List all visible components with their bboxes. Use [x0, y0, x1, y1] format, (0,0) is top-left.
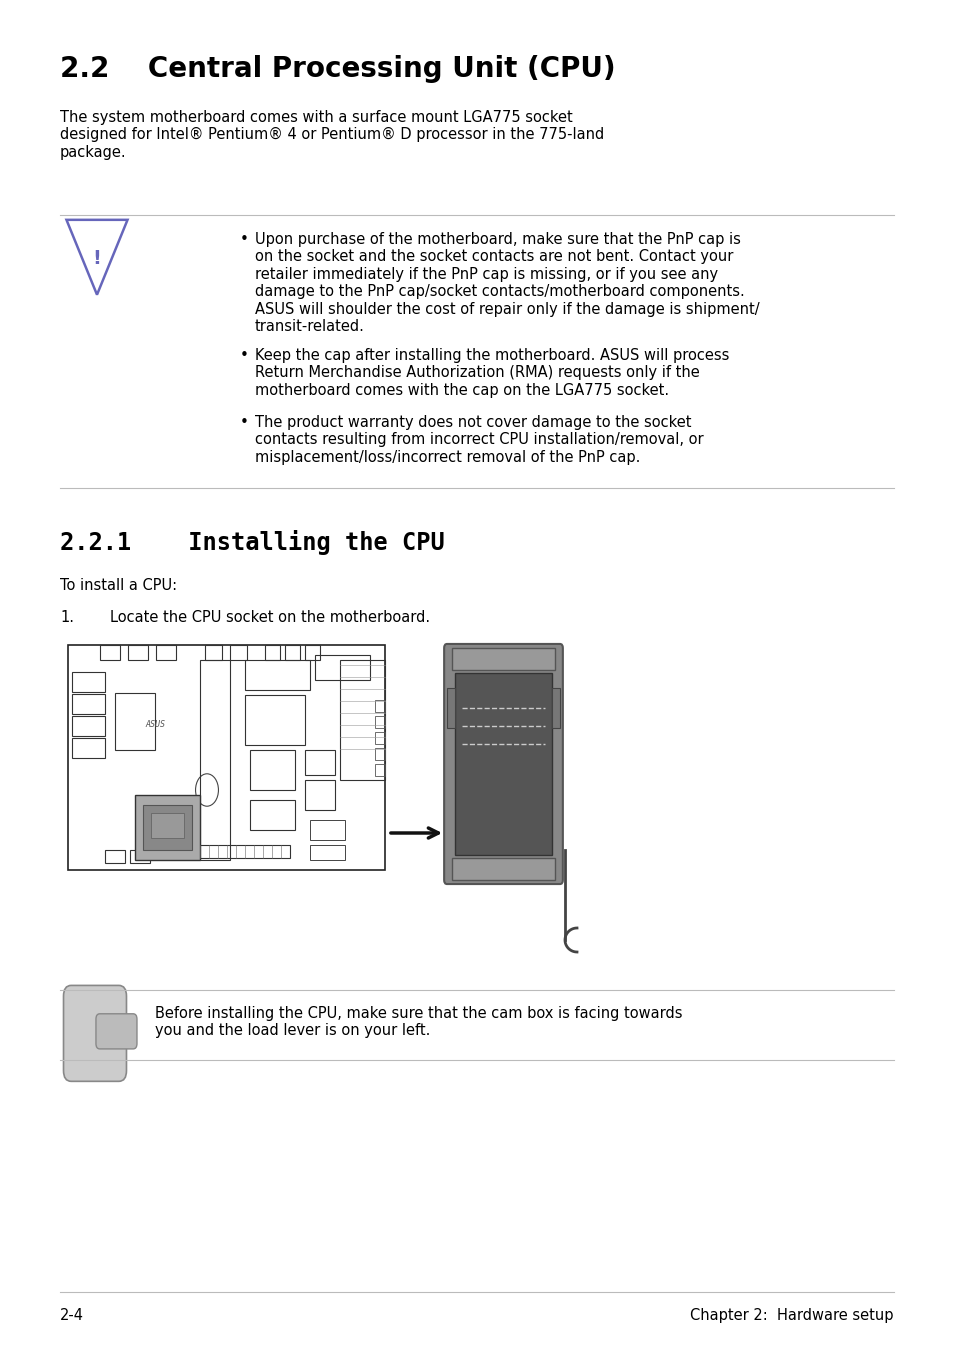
Text: 2-4: 2-4: [60, 1308, 84, 1323]
Bar: [305, 780, 335, 811]
Bar: [135, 794, 200, 861]
Text: •: •: [240, 349, 249, 363]
Text: 2.2.1    Installing the CPU: 2.2.1 Installing the CPU: [60, 530, 444, 555]
Bar: [230, 644, 247, 661]
Bar: [375, 765, 385, 775]
FancyBboxPatch shape: [96, 1013, 137, 1048]
Bar: [305, 644, 319, 661]
Text: The system motherboard comes with a surface mount LGA775 socket
designed for Int: The system motherboard comes with a surf…: [60, 109, 603, 159]
Bar: [375, 716, 385, 728]
Bar: [130, 850, 150, 863]
Bar: [156, 644, 175, 661]
FancyBboxPatch shape: [444, 644, 562, 884]
Bar: [375, 700, 385, 712]
FancyBboxPatch shape: [64, 985, 127, 1081]
Text: 2.2    Central Processing Unit (CPU): 2.2 Central Processing Unit (CPU): [60, 55, 615, 82]
Bar: [71, 671, 105, 692]
Bar: [452, 648, 555, 670]
Bar: [200, 661, 230, 861]
Bar: [105, 850, 125, 863]
Bar: [375, 748, 385, 761]
Bar: [71, 738, 105, 758]
Text: Upon purchase of the motherboard, make sure that the PnP cap is
on the socket an: Upon purchase of the motherboard, make s…: [254, 232, 759, 334]
Text: Chapter 2:  Hardware setup: Chapter 2: Hardware setup: [690, 1308, 893, 1323]
Bar: [205, 644, 222, 661]
Bar: [314, 655, 370, 680]
Text: Keep the cap after installing the motherboard. ASUS will process
Return Merchand: Keep the cap after installing the mother…: [254, 349, 729, 397]
Bar: [339, 661, 385, 780]
Bar: [71, 694, 105, 713]
Bar: [68, 644, 385, 870]
Bar: [115, 693, 154, 750]
Bar: [452, 858, 555, 880]
Bar: [245, 661, 310, 690]
Bar: [310, 844, 345, 861]
Text: •: •: [240, 415, 249, 430]
Bar: [552, 688, 559, 728]
Bar: [245, 694, 305, 744]
Bar: [100, 644, 120, 661]
Text: !: !: [92, 250, 101, 269]
Text: •: •: [240, 232, 249, 247]
FancyBboxPatch shape: [455, 673, 552, 855]
Text: Locate the CPU socket on the motherboard.: Locate the CPU socket on the motherboard…: [110, 611, 430, 626]
Bar: [151, 813, 184, 838]
Bar: [71, 716, 105, 736]
Text: Before installing the CPU, make sure that the cam box is facing towards
you and : Before installing the CPU, make sure tha…: [154, 1006, 681, 1039]
Bar: [285, 644, 299, 661]
Bar: [250, 750, 294, 790]
Bar: [250, 800, 294, 830]
Bar: [143, 805, 192, 850]
Text: 1.: 1.: [60, 611, 74, 626]
Bar: [447, 688, 455, 728]
Text: To install a CPU:: To install a CPU:: [60, 578, 177, 593]
Bar: [128, 644, 148, 661]
Bar: [375, 732, 385, 744]
Bar: [194, 844, 290, 858]
Bar: [310, 820, 345, 840]
Bar: [305, 750, 335, 775]
Text: The product warranty does not cover damage to the socket
contacts resulting from: The product warranty does not cover dama…: [254, 415, 703, 465]
Bar: [265, 644, 280, 661]
Text: ASUS: ASUS: [145, 720, 165, 730]
